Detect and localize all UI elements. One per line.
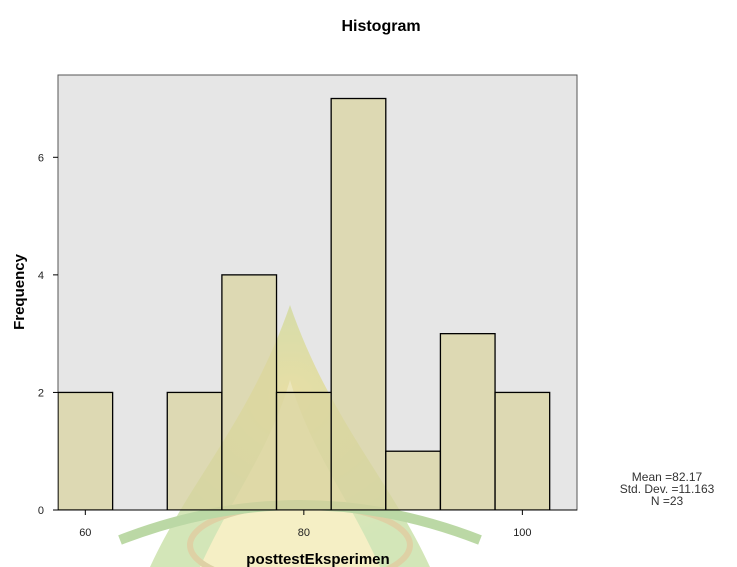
y-tick-label: 6 xyxy=(38,152,44,164)
histogram-bar xyxy=(330,97,387,510)
histogram-bar xyxy=(221,274,278,510)
x-tick-label: 80 xyxy=(298,527,310,539)
histogram-bar xyxy=(275,391,332,510)
y-tick-label: 2 xyxy=(38,387,44,399)
histogram-bar xyxy=(439,332,496,510)
histogram-bar xyxy=(58,391,114,510)
y-axis: 0 2 4 6 xyxy=(38,152,58,517)
x-tick-label: 60 xyxy=(79,527,91,539)
x-axis: 60 80 100 xyxy=(79,510,532,539)
histogram-bar xyxy=(166,391,223,510)
y-tick-label: 0 xyxy=(38,505,44,517)
y-tick-label: 4 xyxy=(38,270,44,282)
y-axis-label: Frequency xyxy=(11,253,28,330)
stat-mean: Mean =82.17 xyxy=(631,470,703,484)
stat-std-dev: Std. Dev. =11.163 xyxy=(619,482,715,496)
chart-title: Histogram xyxy=(341,18,420,35)
bars-group xyxy=(58,97,551,510)
x-tick-label: 100 xyxy=(513,527,531,539)
histogram-bar xyxy=(385,450,442,510)
x-axis-label: posttestEksperimen xyxy=(246,551,389,567)
stats-box: Mean =82.17 Std. Dev. =11.163 N =23 xyxy=(602,471,732,507)
histogram-bar xyxy=(494,391,551,510)
stat-n: N =23 xyxy=(650,494,684,508)
